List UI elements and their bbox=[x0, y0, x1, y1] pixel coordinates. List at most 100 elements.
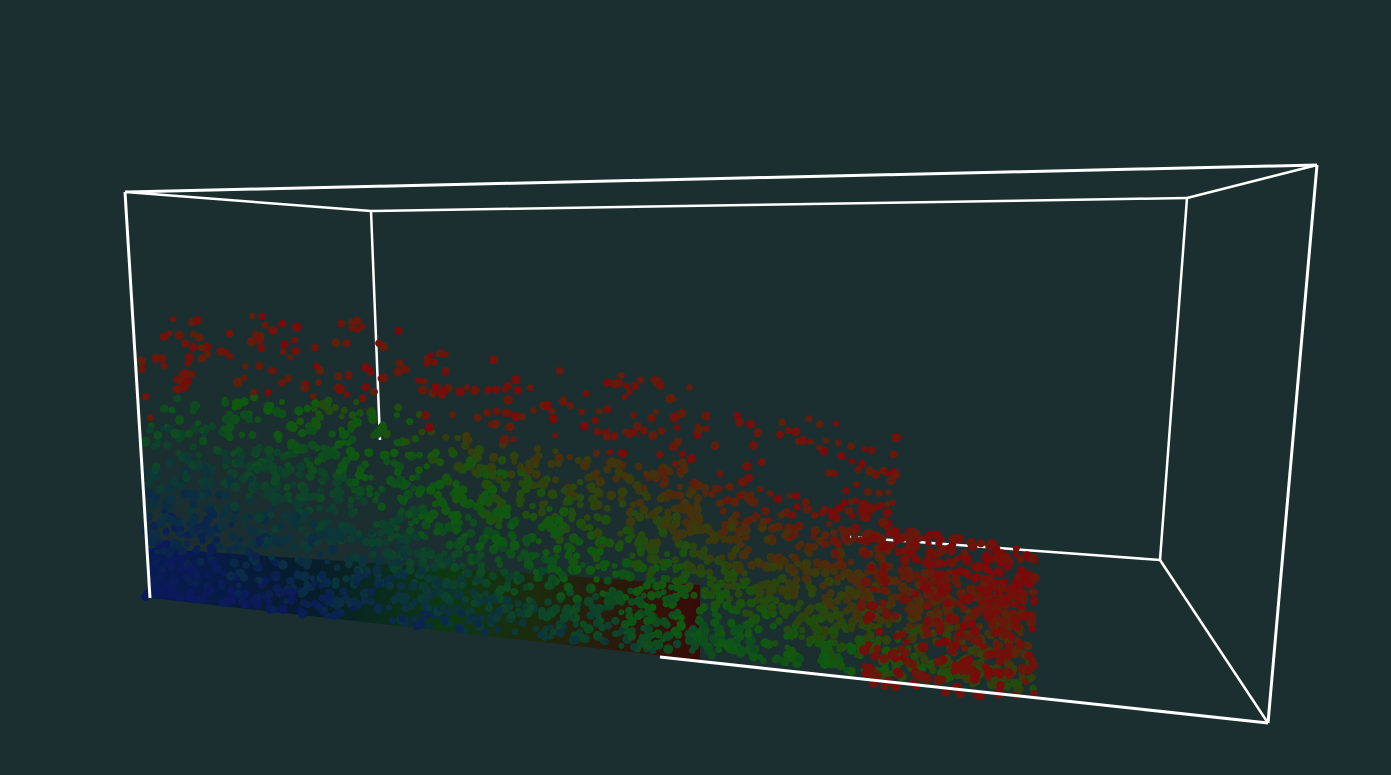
particle bbox=[848, 625, 855, 633]
particle bbox=[732, 635, 742, 645]
particle bbox=[699, 603, 709, 612]
particle bbox=[476, 567, 486, 577]
particle bbox=[627, 632, 636, 641]
particle bbox=[681, 518, 691, 527]
particle bbox=[604, 621, 613, 630]
particle bbox=[716, 499, 725, 508]
splash-particle bbox=[510, 411, 521, 422]
particle bbox=[452, 480, 461, 488]
particle bbox=[554, 453, 564, 463]
splash-particle bbox=[255, 361, 264, 370]
particle bbox=[556, 591, 566, 602]
particle bbox=[170, 428, 181, 439]
particle bbox=[554, 460, 562, 467]
particle bbox=[905, 548, 915, 558]
particle bbox=[693, 505, 702, 514]
particle bbox=[595, 477, 605, 487]
particle bbox=[604, 597, 613, 606]
particle bbox=[271, 572, 281, 582]
particle bbox=[990, 628, 999, 638]
particle bbox=[230, 516, 237, 523]
particle bbox=[430, 455, 439, 464]
particle bbox=[711, 485, 719, 493]
particle bbox=[459, 562, 467, 570]
particle bbox=[209, 423, 216, 431]
splash-particle bbox=[652, 408, 659, 415]
splash-particle bbox=[733, 411, 742, 420]
particle bbox=[149, 522, 159, 531]
particle bbox=[464, 513, 472, 521]
particle bbox=[434, 578, 444, 588]
particle bbox=[227, 468, 235, 476]
particle bbox=[351, 552, 361, 562]
particle bbox=[956, 690, 965, 699]
particle bbox=[664, 551, 671, 558]
particle bbox=[920, 655, 929, 664]
particle bbox=[963, 568, 971, 576]
particle bbox=[187, 506, 196, 515]
particle bbox=[320, 469, 329, 478]
particle bbox=[314, 602, 323, 611]
particle bbox=[911, 590, 919, 598]
particle bbox=[146, 492, 154, 499]
splash-particle bbox=[603, 432, 612, 441]
particle bbox=[228, 532, 237, 542]
particle bbox=[1018, 595, 1029, 605]
particle bbox=[408, 581, 418, 591]
splash-particle bbox=[876, 501, 885, 510]
particle bbox=[657, 466, 667, 477]
splash-particle bbox=[370, 388, 378, 396]
particle bbox=[285, 491, 292, 499]
particle bbox=[261, 576, 269, 584]
particle bbox=[549, 491, 558, 499]
particle bbox=[532, 568, 540, 576]
particle bbox=[635, 512, 645, 522]
particle bbox=[287, 420, 296, 429]
particle bbox=[756, 486, 764, 493]
particle bbox=[919, 582, 931, 593]
particle bbox=[869, 585, 877, 593]
particle bbox=[1016, 555, 1025, 563]
particle bbox=[329, 503, 337, 510]
particle bbox=[826, 639, 834, 647]
particle bbox=[406, 526, 414, 535]
particle bbox=[653, 538, 662, 547]
particle bbox=[805, 583, 813, 591]
particle bbox=[646, 571, 654, 579]
splash-particle bbox=[648, 431, 658, 440]
particle bbox=[879, 599, 887, 608]
particle bbox=[820, 568, 830, 578]
splash-particle bbox=[854, 466, 862, 474]
particle bbox=[1012, 551, 1019, 558]
particle bbox=[306, 461, 314, 469]
particle bbox=[652, 564, 660, 572]
particle bbox=[418, 513, 425, 520]
particle bbox=[689, 478, 700, 489]
particle bbox=[495, 475, 504, 484]
splash-particle bbox=[225, 329, 234, 338]
particle bbox=[977, 692, 986, 700]
particle bbox=[254, 513, 264, 523]
particle bbox=[379, 450, 390, 461]
particle bbox=[576, 493, 585, 502]
particle bbox=[667, 584, 675, 591]
particle bbox=[934, 558, 944, 569]
particle bbox=[766, 582, 776, 593]
splash-particle bbox=[423, 360, 430, 367]
particle bbox=[394, 468, 402, 477]
particle bbox=[970, 574, 979, 583]
particle bbox=[318, 519, 328, 529]
particle bbox=[274, 486, 281, 492]
splash-particle bbox=[359, 323, 366, 330]
particle bbox=[205, 551, 213, 559]
particle bbox=[270, 605, 278, 614]
splash-particle bbox=[734, 417, 744, 427]
particle bbox=[169, 476, 179, 487]
particle bbox=[916, 597, 925, 606]
particle bbox=[192, 523, 202, 532]
splash-particle bbox=[610, 432, 619, 441]
particle bbox=[182, 470, 189, 477]
particle bbox=[225, 422, 235, 432]
